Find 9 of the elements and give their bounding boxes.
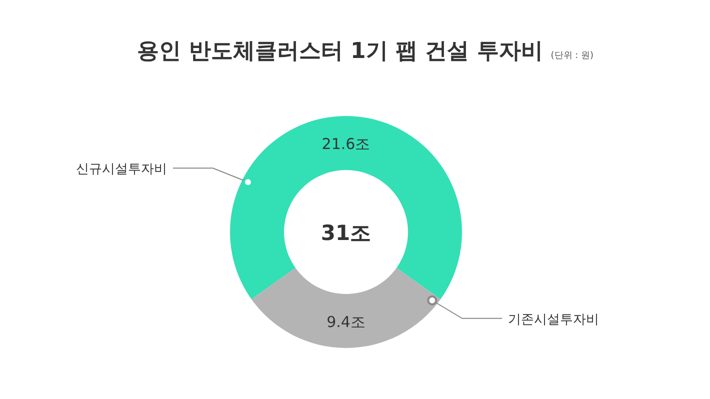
donut-slice: [251, 268, 441, 348]
slice-label: 기존시설투자비: [508, 312, 600, 328]
slice-label: 신규시설투자비: [76, 162, 167, 178]
text: 31조: [320, 221, 372, 245]
data-label: 9.4조: [326, 313, 366, 331]
chart-title: 용인 반도체클러스터 1기 팹 건설 투자비: [137, 39, 543, 64]
data-label: 21.6조: [322, 135, 370, 153]
chart-subtitle: (단위 : 원): [550, 51, 594, 61]
donut-slice: [230, 116, 462, 300]
